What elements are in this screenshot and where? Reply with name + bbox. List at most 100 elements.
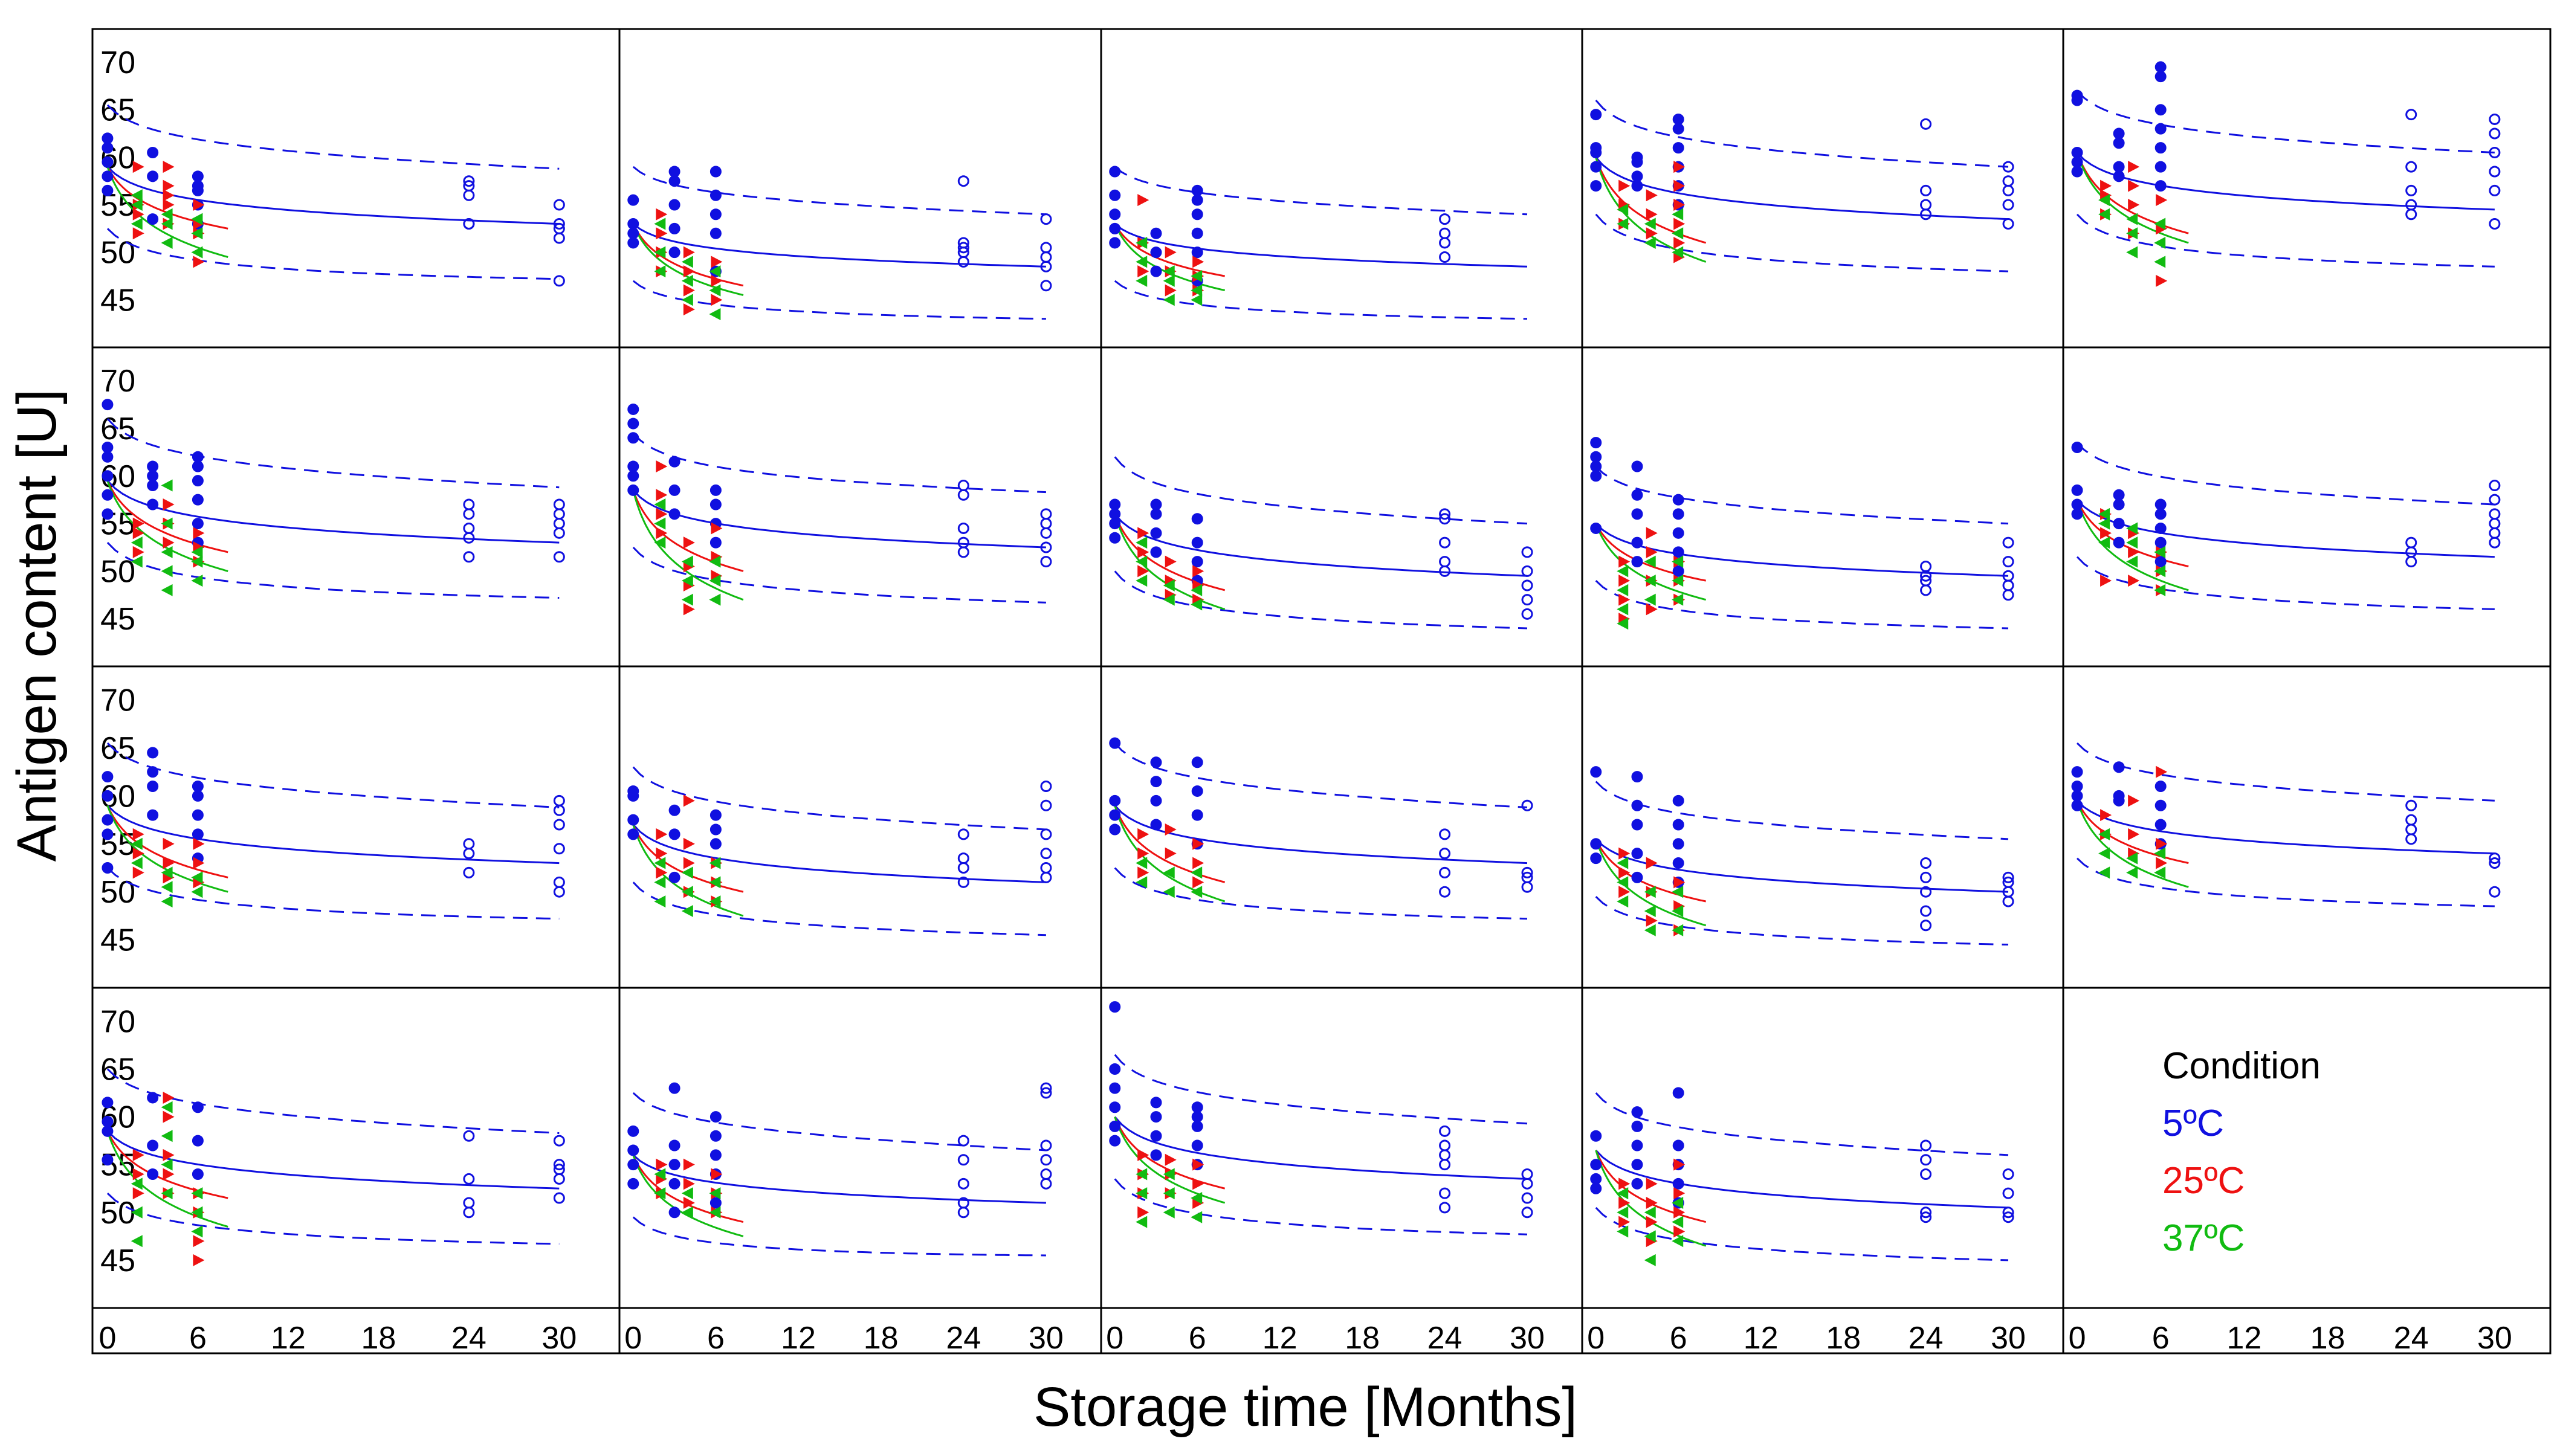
point-37c — [1191, 294, 1203, 306]
point-25c — [683, 1196, 695, 1209]
point-5c — [1150, 265, 1162, 277]
point-5c — [2489, 508, 2501, 520]
frame-border — [91, 28, 2552, 1355]
point-5c — [2489, 217, 2501, 230]
point-25c — [193, 837, 205, 850]
point-37c — [1163, 265, 1175, 278]
point-25c — [1618, 1177, 1631, 1190]
x-tick-label: 24 — [1427, 1321, 1463, 1356]
x-tick-labels: 0 6 12 18 24 30 0 6 12 18 24 30 0 6 12 18 24 30 0 6 12 18 24 30… — [99, 1321, 2512, 1356]
point-5c — [1672, 142, 1684, 154]
fit-line-37c — [106, 1130, 228, 1228]
point-37c — [161, 217, 173, 230]
point-37c — [1191, 270, 1203, 283]
point-37c — [654, 857, 666, 869]
point-25c — [132, 517, 144, 530]
panel-1 — [102, 104, 565, 287]
point-37c — [191, 227, 203, 240]
point-37c — [1163, 1168, 1175, 1181]
x-tick-label: 24 — [1909, 1321, 1944, 1356]
upper-prediction-band — [1595, 465, 2009, 525]
point-25c — [1165, 1153, 1177, 1166]
point-5c — [2113, 127, 2125, 140]
point-5c — [1439, 1125, 1451, 1137]
x-tick-label: 12 — [1744, 1321, 1779, 1356]
point-37c — [191, 213, 203, 225]
point-5c — [1040, 1154, 1052, 1166]
point-25c — [1137, 546, 1149, 558]
point-37c — [2154, 847, 2166, 860]
lower-prediction-band — [1595, 213, 2009, 272]
point-5c — [1920, 920, 1932, 932]
point-37c — [131, 857, 143, 869]
point-25c — [1646, 1216, 1658, 1228]
x-tick-label: 18 — [2310, 1321, 2345, 1356]
point-5c — [1109, 498, 1121, 511]
panel-3 — [1109, 166, 1528, 320]
point-5c — [2489, 536, 2501, 549]
point-5c — [1040, 556, 1052, 568]
point-25c — [1192, 857, 1204, 869]
point-25c — [1165, 284, 1177, 297]
x-tick-label: 18 — [864, 1321, 899, 1356]
point-5c — [1590, 852, 1602, 865]
point-37c — [1136, 876, 1148, 889]
point-25c — [163, 1110, 175, 1123]
fit-line-25c — [1595, 839, 1707, 903]
point-25c — [2100, 179, 2112, 192]
point-25c — [132, 1168, 144, 1181]
y-tick-label: 65 — [100, 93, 135, 128]
point-5c — [553, 876, 565, 888]
point-5c — [2002, 161, 2014, 173]
point-5c — [668, 871, 680, 883]
x-tick-label: 18 — [1345, 1321, 1380, 1356]
panel-15 — [2071, 742, 2501, 907]
point-5c — [957, 546, 969, 558]
point-5c — [1150, 819, 1162, 831]
panel-13 — [1109, 737, 1533, 920]
point-5c — [147, 809, 159, 821]
point-5c — [1920, 118, 1932, 130]
point-5c — [1920, 871, 1932, 883]
point-37c — [2126, 227, 2138, 240]
point-5c — [709, 484, 722, 496]
point-25c — [1646, 603, 1658, 616]
point-5c — [2113, 518, 2125, 530]
point-5c — [553, 199, 565, 211]
fit-line-37c — [632, 490, 744, 601]
point-37c — [2126, 555, 2138, 568]
x-tick-label: 12 — [2226, 1321, 2261, 1356]
lower-prediction-band — [1595, 1206, 2009, 1261]
fit-line-37c — [106, 480, 228, 572]
x-tick-label: 30 — [1510, 1321, 1545, 1356]
point-25c — [132, 161, 144, 173]
point-25c — [2128, 179, 2140, 192]
point-5c — [627, 432, 639, 444]
fit-line-5c — [106, 166, 560, 225]
point-5c — [1631, 819, 1643, 831]
point-25c — [132, 527, 144, 540]
point-5c — [957, 852, 969, 865]
point-5c — [1672, 1139, 1684, 1152]
point-5c — [2071, 799, 2083, 811]
point-5c — [1040, 828, 1052, 840]
point-25c — [656, 828, 668, 840]
point-5c — [553, 1159, 565, 1171]
point-37c — [1672, 904, 1684, 917]
point-5c — [2002, 570, 2014, 582]
point-37c — [131, 217, 143, 230]
lower-prediction-band — [106, 1193, 560, 1245]
point-25c — [1618, 179, 1631, 192]
point-5c — [102, 508, 114, 520]
point-5c — [192, 518, 204, 530]
point-5c — [709, 498, 722, 511]
point-37c — [2154, 866, 2166, 879]
upper-prediction-band — [1114, 456, 1528, 525]
point-37c — [709, 308, 721, 320]
point-5c — [2489, 166, 2501, 178]
lower-prediction-band — [106, 867, 560, 920]
point-5c — [709, 1197, 722, 1209]
y-axis-label: Antigen content [U] — [6, 389, 68, 862]
y-tick-label: 45 — [100, 283, 135, 318]
point-5c — [2002, 1211, 2014, 1223]
